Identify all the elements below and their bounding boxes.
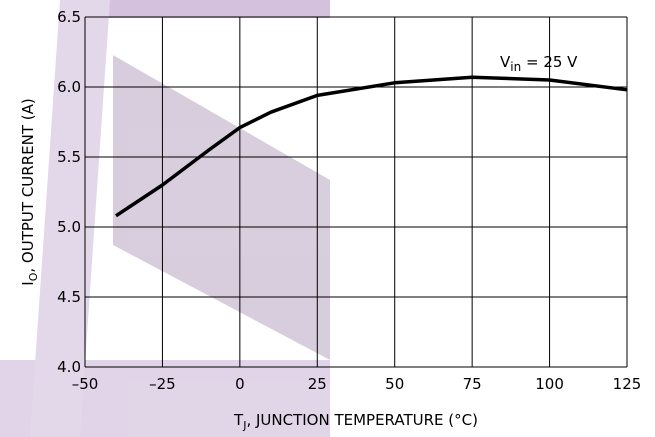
y-axis-label: IO, OUTPUT CURRENT (A) (19, 98, 40, 285)
x-tick-label: 0 (235, 375, 245, 393)
y-tick-label: 4.5 (57, 288, 81, 306)
y-tick-label: 5.5 (57, 148, 81, 166)
y-tick-label: 5.0 (57, 218, 81, 236)
x-tick-label: 50 (385, 375, 404, 393)
y-tick-label: 6.0 (57, 78, 81, 96)
x-tick-label: –50 (72, 375, 99, 393)
x-tick-label: 125 (613, 375, 642, 393)
annotation: Vin = 25 V (500, 53, 578, 74)
x-tick-label: 25 (308, 375, 327, 393)
x-axis-label: TJ, JUNCTION TEMPERATURE (°C) (233, 411, 478, 432)
x-tick-label: –25 (149, 375, 176, 393)
x-tick-label: 100 (535, 375, 564, 393)
x-tick-label: 75 (463, 375, 482, 393)
watermark (0, 0, 330, 437)
data-line (115, 75, 628, 218)
y-tick-label: 4.0 (57, 358, 81, 376)
y-tick-label: 6.5 (57, 8, 81, 26)
